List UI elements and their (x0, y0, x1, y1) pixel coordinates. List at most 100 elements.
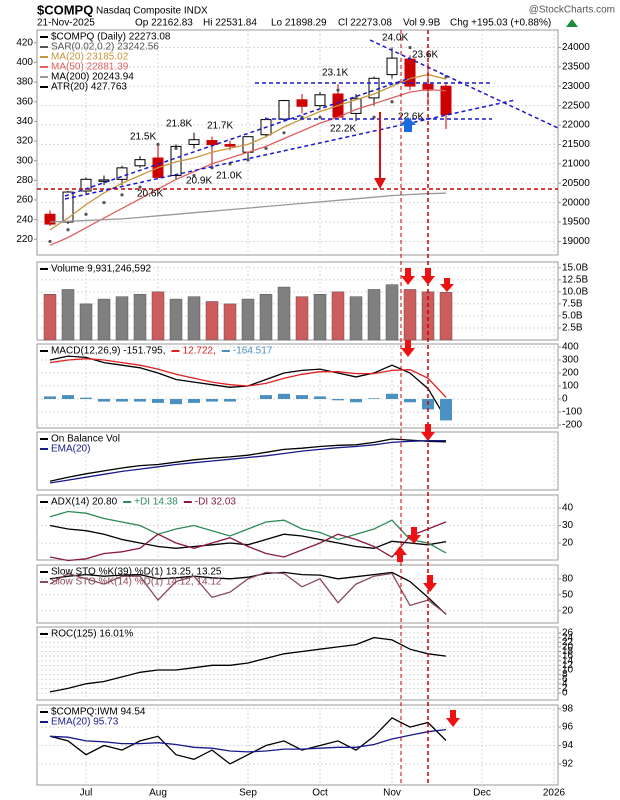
x-tick-label: Sep (239, 788, 257, 799)
y-tick-label: 98 (562, 703, 574, 714)
bar (367, 289, 381, 341)
candle-body (188, 139, 200, 145)
sar-dot (264, 146, 268, 150)
y-tick-label: 10 (562, 665, 574, 676)
x-tick-label: Dec (473, 788, 491, 799)
y-tick-label: 400 (16, 57, 33, 68)
bar (61, 289, 75, 341)
bar (259, 294, 273, 341)
y-tick-label: 8 (562, 669, 568, 680)
x-tick-label: Aug (149, 788, 167, 799)
y-tick-label: 4 (562, 678, 568, 689)
signal-arrows (393, 268, 460, 727)
y-tick-label: 320 (16, 136, 33, 147)
candle-body (116, 167, 128, 180)
y-tick-label: 360 (16, 96, 33, 107)
bar (439, 292, 453, 341)
bar (296, 395, 308, 400)
y-tick-label: 0 (562, 394, 568, 405)
source: @StockCharts.com (529, 5, 615, 16)
candle-body (98, 179, 110, 182)
legend-label: $COMPQ:IWM 94.54 (51, 707, 146, 718)
y-tick-label: 260 (16, 195, 33, 206)
bar (97, 298, 111, 341)
y-tick-label: 96 (562, 722, 574, 733)
y-tick-label: 14 (562, 655, 574, 666)
sar-dot (102, 201, 106, 205)
legend-label: On Balance Vol (51, 434, 120, 445)
line-series (49, 524, 447, 549)
y-tick-label: -100 (562, 407, 582, 418)
legend-label: 12.722, (183, 346, 216, 357)
annotation: 20.9K (186, 176, 212, 187)
sar-dot (336, 88, 340, 92)
y-tick-label: 24 (562, 632, 574, 643)
trend-line (64, 77, 411, 197)
change-readout: Chg +195.03 (+0.88%) (450, 18, 551, 29)
bar (349, 296, 363, 341)
sar-dot (372, 115, 376, 119)
bar (44, 396, 56, 400)
y-tick-label: 20 (562, 642, 574, 653)
candle-body (440, 85, 452, 115)
sar-dot (408, 45, 412, 50)
line-series (49, 510, 447, 554)
annotation: 24.0K (382, 33, 408, 44)
sar-dot (174, 146, 178, 150)
y-tick-label: 50 (562, 589, 574, 600)
line-series (49, 571, 447, 615)
annotation: 21.5K (130, 132, 156, 143)
candle-body (296, 99, 308, 107)
legend-label: MA(200) 20243.94 (51, 72, 134, 83)
legend-label: ADX(14) 20.80 (51, 497, 118, 508)
line-series (49, 636, 447, 693)
bar (223, 303, 237, 341)
sar-dot (48, 239, 52, 244)
candle-body (278, 100, 290, 120)
y-tick-label: 24000 (562, 42, 590, 53)
annotation: 22.6K (398, 112, 424, 123)
x-tick-label: Nov (383, 788, 401, 799)
symbol: $COMPQ (37, 2, 93, 17)
y-tick-label: 30 (562, 520, 574, 531)
y-tick-label: 92 (562, 758, 574, 769)
annotation: 21.8K (166, 119, 192, 130)
annotation: 21.0K (216, 171, 242, 182)
legend-label: Slow STO %K(14) %D(1) 14.12, 14.12 (51, 577, 222, 588)
bar (332, 399, 344, 401)
bar (151, 291, 165, 341)
y-tick-label: 26 (562, 628, 574, 639)
sar-dot (66, 228, 70, 232)
bar (169, 298, 183, 341)
candle-body (44, 213, 56, 225)
line-series (49, 440, 446, 484)
y-tick-label: 12 (562, 660, 574, 671)
arrow-head (374, 178, 386, 189)
bar (152, 399, 164, 403)
low-readout: Lo 21898.29 (271, 18, 327, 29)
panel-frame (36, 564, 559, 624)
y-tick-label: 22500 (562, 100, 590, 111)
bar (188, 399, 200, 403)
legend-label: -DI 32.03 (195, 497, 237, 508)
bar (80, 397, 92, 400)
y-tick-label: 380 (16, 77, 33, 88)
y-tick-label: 94 (562, 740, 574, 751)
line-series (49, 717, 447, 765)
y-tick-label: 220 (16, 234, 33, 245)
legend-label: Slow STO %K(39) %D(1) 13.25, 13.25 (51, 567, 222, 578)
sar-dot (156, 142, 160, 147)
bar (313, 294, 327, 341)
bar (241, 298, 255, 341)
panel-frame (36, 626, 559, 701)
bar (134, 399, 146, 402)
bar (170, 399, 182, 405)
bar (386, 393, 398, 400)
y-tick-label: 6 (562, 674, 568, 685)
candle-body (80, 178, 92, 192)
line-series (49, 358, 447, 398)
down-arrow (401, 268, 415, 285)
y-tick-label: 300 (16, 155, 33, 166)
bar (133, 294, 147, 341)
panel-frame (36, 494, 559, 561)
